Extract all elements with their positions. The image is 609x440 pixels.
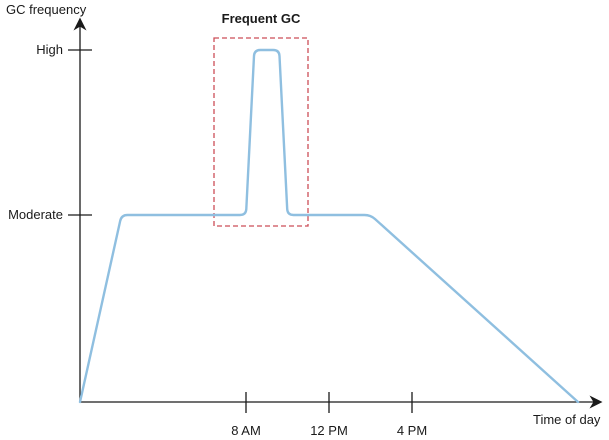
y-tick-label-moderate: Moderate [8, 207, 63, 222]
y-axis-title: GC frequency [6, 2, 87, 17]
frequent-gc-label: Frequent GC [222, 11, 301, 26]
frequent-gc-highlight-box [213, 37, 309, 227]
x-tick-label-12pm: 12 PM [310, 423, 348, 438]
series-line-gc-frequency [78, 48, 580, 404]
x-tick-label-8am: 8 AM [231, 423, 261, 438]
x-axis-title: Time of day [533, 412, 601, 427]
y-tick-label-high: High [36, 42, 63, 57]
x-tick-label-4pm: 4 PM [397, 423, 427, 438]
